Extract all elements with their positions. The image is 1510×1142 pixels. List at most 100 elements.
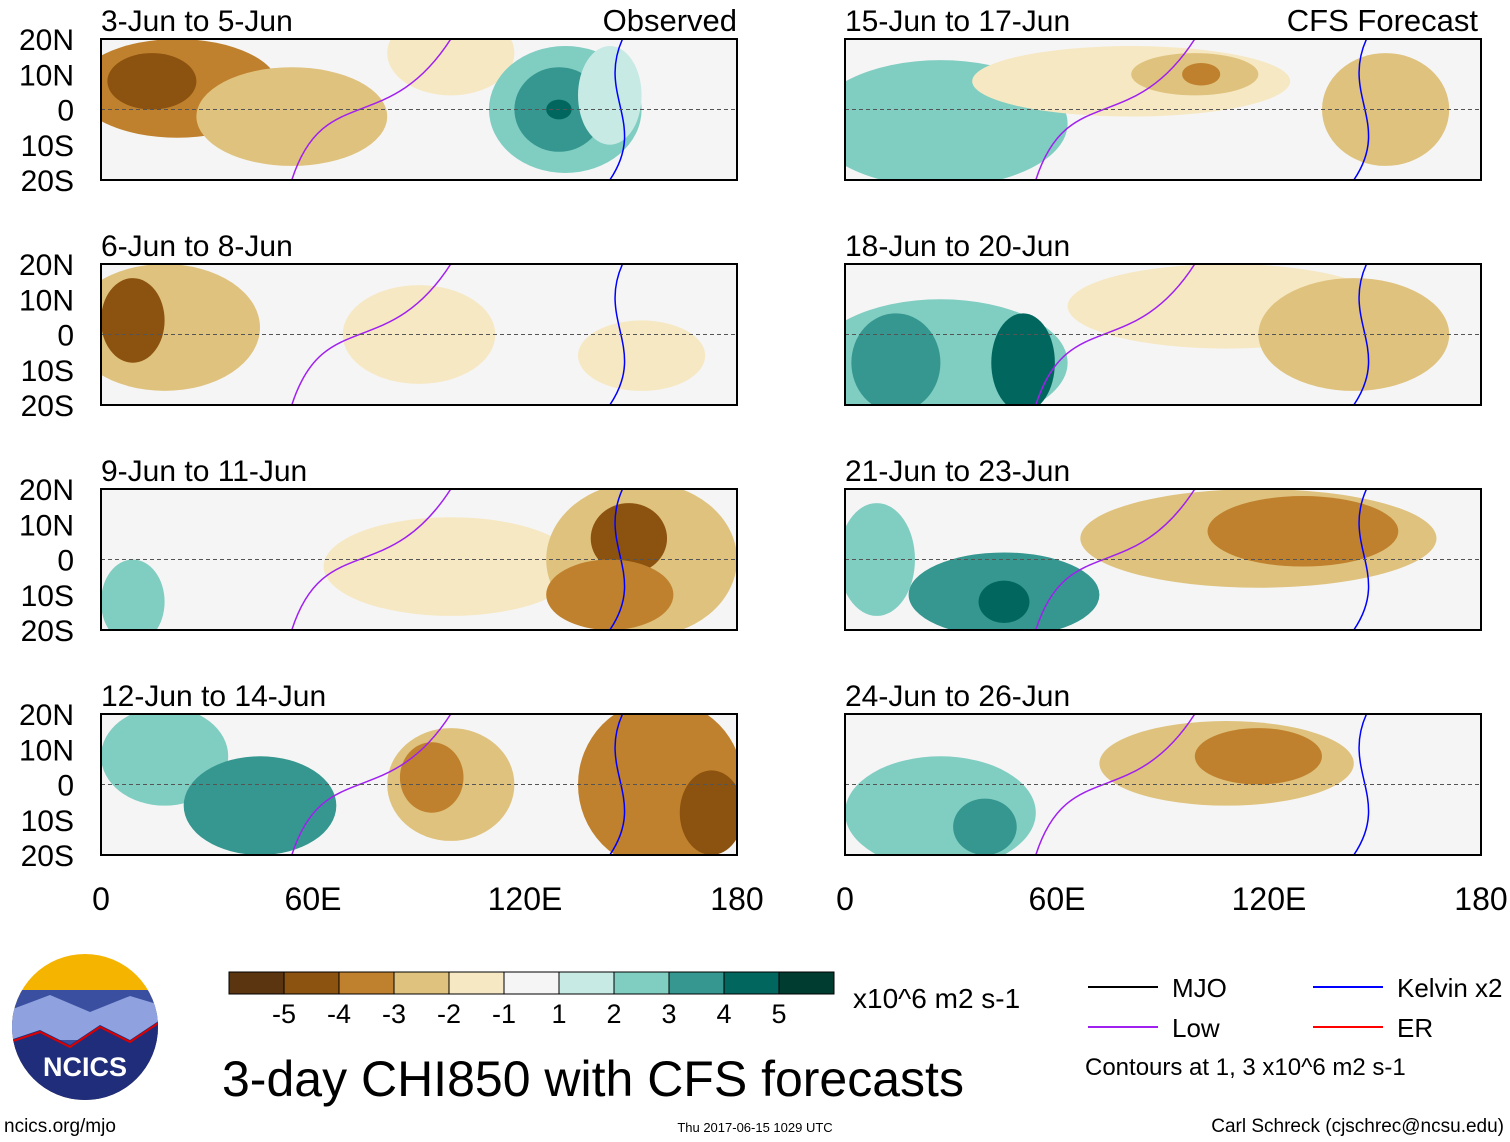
colorbar-swatch (723, 971, 780, 995)
lat-tick-label: 10S (21, 355, 74, 388)
colorbar-swatch (228, 971, 285, 995)
low-contour (291, 489, 452, 630)
colorbar-label: 3 (661, 999, 676, 1029)
anomaly-region (679, 770, 737, 855)
colorbar-swatch (448, 971, 505, 995)
colorbar-label: 5 (771, 999, 786, 1029)
anomaly-region (991, 313, 1055, 405)
panel-frame (844, 38, 1482, 181)
timestamp: Thu 2017-06-15 1029 UTC (677, 1120, 832, 1135)
map-panel: 18-Jun to 20-Jun (844, 230, 1482, 406)
panel-title: 6-Jun to 8-Jun (101, 230, 293, 263)
lon-tick-label: 0 (836, 881, 854, 917)
source-url[interactable]: ncics.org/mjo (4, 1116, 116, 1137)
lat-tick-label: 10N (19, 59, 74, 92)
legend-label: ER (1397, 1013, 1433, 1043)
anomaly-region (578, 320, 706, 391)
chart-title: 3-day CHI850 with CFS forecasts (222, 1051, 964, 1107)
anomaly-shading (101, 489, 737, 630)
low-contour (291, 264, 452, 405)
anomaly-region (101, 278, 165, 363)
panel-frame (100, 713, 738, 856)
colorbar-label: -1 (492, 999, 516, 1029)
anomaly-region (1207, 496, 1399, 567)
lon-tick-label: 120E (1232, 881, 1307, 917)
legend: MJO Kelvin x2 Low ER (1088, 973, 1503, 1043)
lat-tick-label: 20N (19, 699, 74, 732)
colorbar-label: -3 (382, 999, 406, 1029)
lat-tick-label: 0 (57, 320, 74, 353)
colorbar-swatch (338, 971, 395, 995)
anomaly-region (101, 264, 260, 391)
lon-tick-label: 180 (1454, 881, 1507, 917)
map-panel: 24-Jun to 26-Jun 0 60E 120E 180 (836, 680, 1508, 917)
panel-title: 3-Jun to 5-Jun (101, 5, 293, 38)
anomaly-region (590, 503, 668, 574)
panel-frame (100, 38, 738, 181)
anomaly-region (546, 559, 674, 630)
lon-tick-label: 60E (1029, 881, 1086, 917)
anomaly-shading (845, 714, 1370, 855)
anomaly-region (196, 67, 388, 166)
colorbar-swatch (393, 971, 450, 995)
panel-frame (844, 488, 1482, 631)
low-contour (1035, 489, 1196, 630)
lat-tick-label: 20S (21, 165, 74, 198)
observed-label: Observed (603, 3, 737, 38)
lat-tick-label: 10S (21, 805, 74, 838)
panel-title: 21-Jun to 23-Jun (845, 455, 1070, 488)
units-label: x10^6 m2 s-1 (853, 983, 1020, 1014)
panel-title: 24-Jun to 26-Jun (845, 680, 1070, 713)
lat-tick-label: 20N (19, 249, 74, 282)
panel-frame (844, 263, 1482, 406)
low-contour (1035, 714, 1196, 855)
panel-title: 9-Jun to 11-Jun (101, 455, 307, 488)
anomaly-region (1258, 278, 1450, 391)
anomaly-region (387, 39, 515, 96)
low-contour (1035, 264, 1196, 405)
lat-tick-label: 10N (19, 734, 74, 767)
anomaly-shading (845, 264, 1450, 405)
lat-tick-label: 20N (19, 24, 74, 57)
anomaly-region (953, 798, 1017, 855)
colorbar-label: -5 (272, 999, 296, 1029)
anomaly-region (101, 559, 165, 630)
logo-text: NCICS (43, 1052, 127, 1082)
lat-tick-label: 0 (57, 95, 74, 128)
anomaly-region (845, 503, 915, 616)
colorbar-swatch (283, 971, 340, 995)
colorbar-swatch (778, 971, 835, 995)
anomaly-region (578, 46, 642, 145)
low-contour (291, 39, 452, 180)
colorbar-swatch (558, 971, 615, 995)
anomaly-shading (101, 714, 737, 855)
map-panel: 21-Jun to 23-Jun (844, 455, 1482, 631)
lon-tick-label: 60E (285, 881, 342, 917)
panel-title: 18-Jun to 20-Jun (845, 230, 1070, 263)
lat-tick-label: 20S (21, 390, 74, 423)
lon-tick-label: 0 (92, 881, 110, 917)
lat-tick-label: 10N (19, 284, 74, 317)
anomaly-shading (845, 489, 1437, 630)
contour-note: Contours at 1, 3 x10^6 m2 s-1 (1085, 1054, 1406, 1081)
low-contour (1035, 39, 1196, 180)
anomaly-region (851, 313, 941, 405)
author: Carl Schreck (cjschrec@ncsu.edu) (1211, 1116, 1504, 1137)
lat-tick-label: 10N (19, 509, 74, 542)
colorbar-swatch (613, 971, 670, 995)
colorbar-label: 2 (606, 999, 621, 1029)
lon-tick-label: 180 (710, 881, 763, 917)
colorbar-label: -2 (437, 999, 461, 1029)
panel-title: 15-Jun to 17-Jun (845, 5, 1070, 38)
colorbar-label: 1 (551, 999, 566, 1029)
colorbar-label: 4 (716, 999, 731, 1029)
legend-label: MJO (1172, 973, 1227, 1003)
lon-tick-label: 120E (488, 881, 563, 917)
panel-frame (100, 488, 738, 631)
colorbar-swatch (503, 971, 560, 995)
